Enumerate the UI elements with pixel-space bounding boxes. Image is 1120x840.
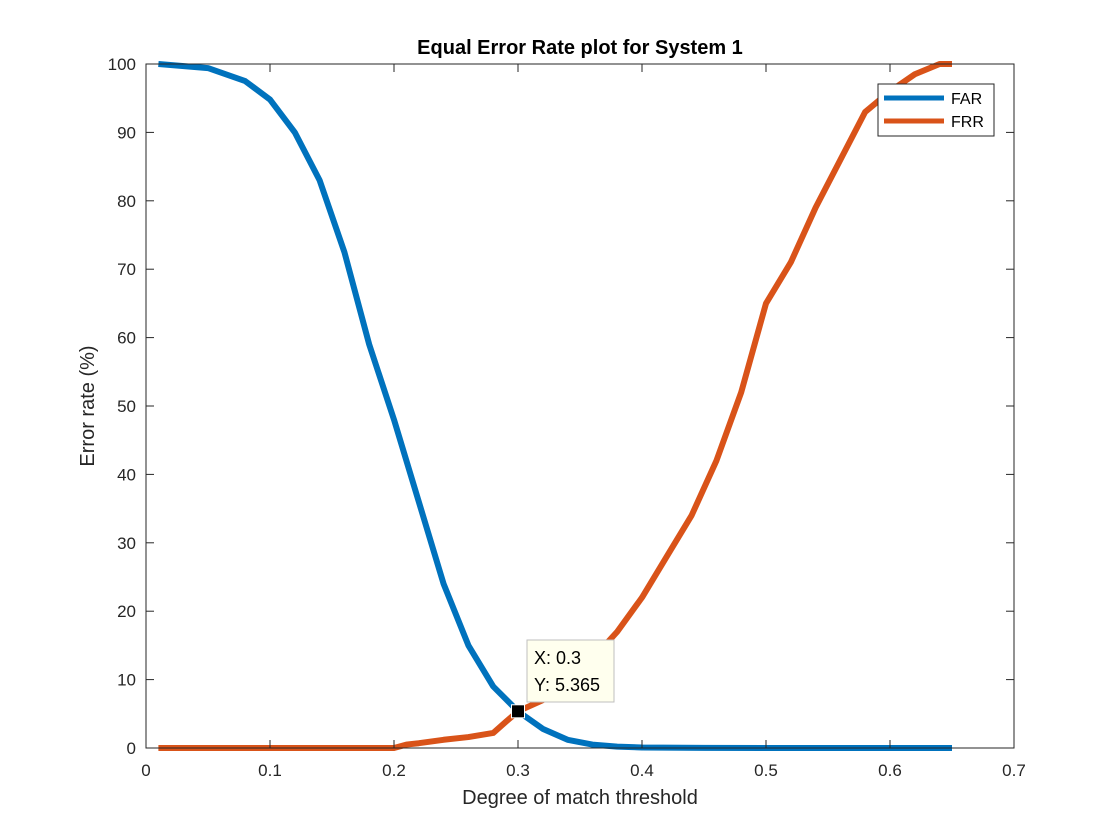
x-tick-label: 0.6 [878,761,902,780]
y-tick-label: 100 [108,55,136,74]
x-tick-label: 0.7 [1002,761,1026,780]
x-tick-label: 0.3 [506,761,530,780]
data-tip[interactable]: X: 0.3 Y: 5.365 [526,639,615,703]
x-axis-label: Degree of match threshold [462,787,698,809]
legend-label-frr: FRR [951,114,984,131]
legend[interactable]: FAR FRR [877,83,995,137]
y-tick-label: 70 [117,260,136,279]
data-tip-y: Y: 5.365 [534,675,600,695]
y-tick-label: 0 [127,739,136,758]
y-tick-label: 40 [117,465,136,484]
chart-title: Equal Error Rate plot for System 1 [417,37,743,59]
data-tip-box [526,639,615,703]
data-tip-marker[interactable] [511,704,525,719]
x-tick-label: 0.1 [258,761,282,780]
legend-label-far: FAR [951,91,982,108]
ticks-layer: 0 0.1 0.2 0.3 0.4 0.5 0.6 0.7 0 10 20 30 40 50 60 70 80 9… [108,55,1026,780]
plot-background [146,64,1014,748]
data-tip-x: X: 0.3 [534,648,581,668]
y-tick-label: 60 [117,329,136,348]
y-tick-label: 30 [117,534,136,553]
x-tick-label: 0.4 [630,761,654,780]
series-line-frr [158,61,952,751]
legend-box [877,83,995,137]
y-tick-label: 90 [117,123,136,142]
x-tick-label: 0 [141,761,150,780]
y-tick-label: 20 [117,602,136,621]
y-axis-label: Error rate (%) [77,345,99,466]
x-tick-label: 0.2 [382,761,406,780]
y-tick-label: 10 [117,671,136,690]
y-tick-label: 80 [117,192,136,211]
x-tick-label: 0.5 [754,761,778,780]
y-tick-label: 50 [117,397,136,416]
